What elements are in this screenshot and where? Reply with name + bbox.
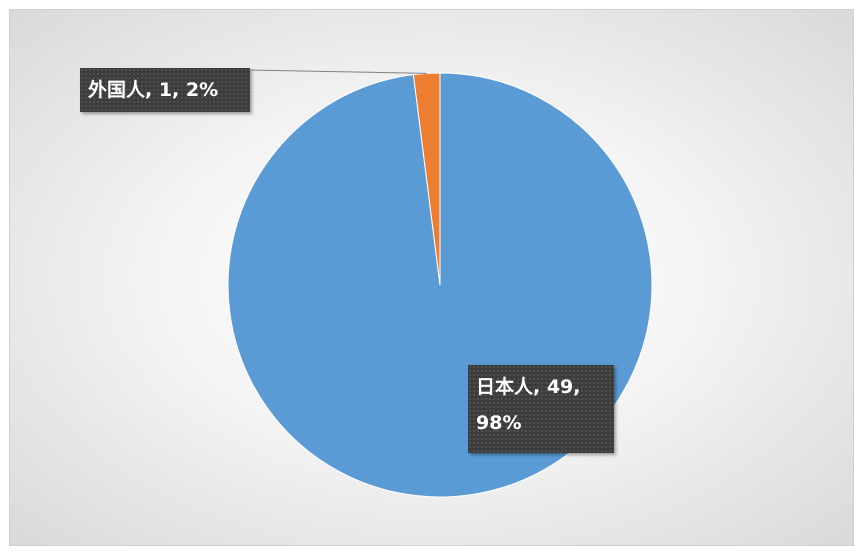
data-label: 日本人, 49, 98%	[468, 365, 614, 453]
data-label: 外国人, 1, 2%	[80, 68, 250, 112]
leader-line	[249, 69, 427, 74]
